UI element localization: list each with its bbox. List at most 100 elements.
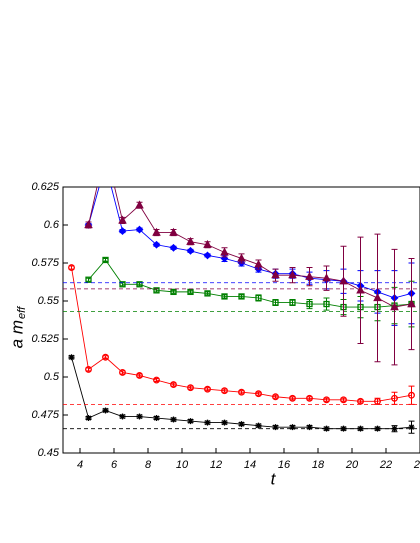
marker (102, 407, 109, 414)
marker (119, 413, 126, 420)
marker (152, 227, 161, 236)
marker (204, 290, 211, 297)
marker (374, 425, 381, 432)
y-tick-label: 0.6 (44, 219, 60, 231)
y-tick-label: 0.5 (44, 371, 60, 383)
marker (136, 413, 143, 420)
error-bar (103, 161, 109, 167)
marker (186, 236, 195, 245)
marker (357, 397, 364, 405)
marker (357, 425, 364, 432)
marker (153, 287, 160, 294)
marker (289, 394, 296, 402)
marker (170, 381, 177, 389)
marker (102, 256, 109, 264)
marker (204, 419, 211, 426)
marker (221, 293, 228, 300)
y-tick-label: 0.475 (31, 409, 59, 421)
marker (289, 424, 296, 431)
marker (203, 239, 212, 248)
x-tick-label: 12 (210, 459, 222, 471)
marker (203, 251, 212, 260)
marker (118, 227, 127, 235)
x-tick-label: 14 (244, 459, 256, 471)
marker (84, 220, 93, 229)
marker (322, 273, 331, 282)
x-tick-label: 16 (278, 459, 291, 471)
marker (136, 372, 143, 379)
marker (390, 302, 399, 311)
error-bar (391, 391, 398, 405)
x-tick-label: 10 (176, 459, 189, 471)
error-bar (323, 297, 330, 311)
marker (119, 368, 126, 376)
marker (102, 353, 109, 361)
y-tick-label: 0.45 (38, 447, 60, 459)
marker (136, 281, 143, 288)
marker (306, 394, 313, 402)
marker (289, 299, 296, 306)
x-tick-label: 20 (345, 459, 359, 471)
marker (220, 247, 229, 256)
x-tick-label: 4 (77, 459, 83, 471)
plot-frame (62, 186, 420, 454)
y-axis-label: a m (7, 320, 26, 348)
marker (135, 200, 144, 209)
marker (152, 240, 161, 249)
marker (237, 253, 246, 262)
x-axis-label: t (271, 469, 277, 488)
marker (187, 288, 194, 296)
marker (255, 294, 262, 302)
marker (169, 243, 178, 252)
y-axis-label-sub: eff (16, 306, 28, 319)
marker (68, 264, 75, 272)
x-tick-label: 24 (413, 459, 420, 471)
marker (153, 376, 160, 384)
marker (170, 416, 177, 423)
marker (272, 424, 279, 431)
marker (323, 425, 330, 432)
y-tick-label: 0.55 (38, 295, 60, 307)
marker (118, 215, 127, 224)
marker (340, 425, 347, 432)
marker (254, 259, 263, 268)
y-axis-label-group: a m eff (7, 306, 27, 349)
marker (391, 394, 398, 402)
marker (255, 390, 262, 398)
marker (306, 424, 313, 431)
marker (305, 271, 314, 280)
marker (408, 424, 415, 431)
marker (103, 161, 109, 167)
marker (119, 281, 126, 288)
y-tick-label: 0.625 (31, 181, 59, 193)
marker (221, 419, 228, 426)
marker (255, 422, 262, 429)
marker (68, 354, 75, 361)
marker (238, 388, 245, 396)
marker (170, 288, 177, 296)
marker (272, 299, 279, 306)
error-bar (408, 385, 415, 405)
error-bar (103, 144, 109, 153)
marker (272, 393, 279, 401)
marker (187, 418, 194, 425)
marker (238, 293, 245, 300)
marker (204, 385, 211, 393)
marker (306, 300, 313, 308)
marker (187, 384, 194, 392)
marker (85, 415, 92, 422)
marker (238, 421, 245, 428)
marker (340, 396, 347, 404)
x-tick-label: 22 (379, 459, 392, 471)
y-tick-label: 0.575 (31, 257, 59, 269)
marker (85, 276, 92, 283)
marker (323, 300, 330, 308)
marker (85, 365, 92, 373)
marker (102, 146, 108, 152)
marker (374, 397, 381, 405)
marker (221, 387, 228, 395)
marker (135, 225, 144, 234)
marker (186, 246, 195, 255)
x-tick-label: 8 (145, 459, 152, 471)
